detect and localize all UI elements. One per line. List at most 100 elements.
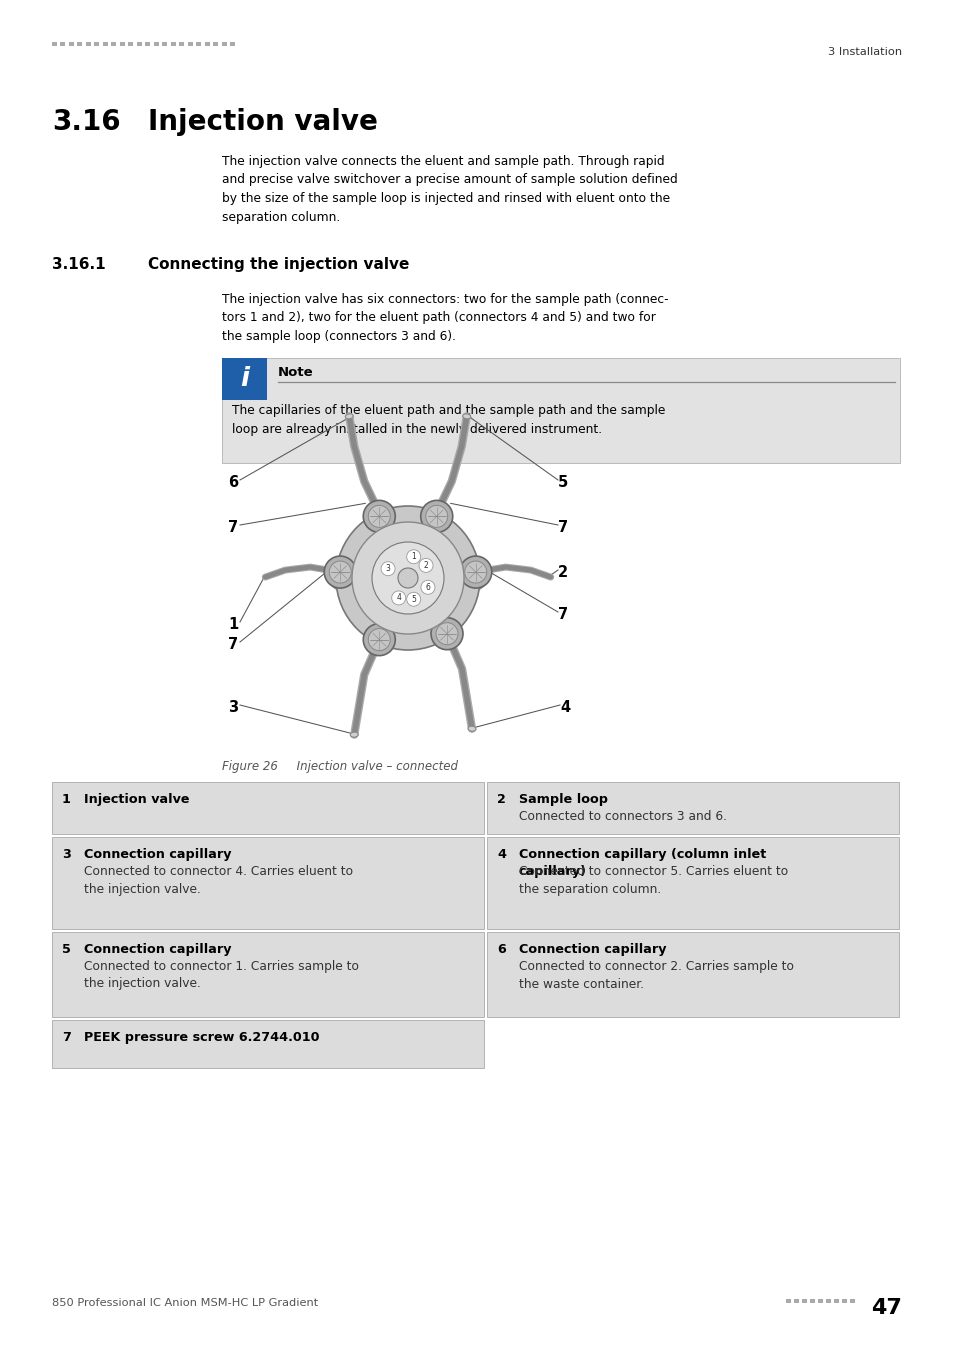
Bar: [196, 42, 201, 46]
Text: Sample loop: Sample loop: [518, 792, 607, 806]
Circle shape: [363, 501, 395, 532]
Bar: [801, 1299, 806, 1303]
Bar: [52, 42, 57, 46]
Circle shape: [397, 568, 417, 589]
Text: 3 Installation: 3 Installation: [827, 47, 901, 57]
Bar: [825, 1299, 830, 1303]
Text: 6: 6: [425, 583, 430, 591]
Circle shape: [392, 591, 405, 605]
Text: 5: 5: [411, 595, 416, 603]
Bar: [52, 782, 483, 834]
Circle shape: [363, 624, 395, 656]
Bar: [486, 782, 898, 834]
Text: Figure 26     Injection valve – connected: Figure 26 Injection valve – connected: [222, 760, 457, 774]
Text: Connection capillary: Connection capillary: [518, 944, 666, 956]
Text: 850 Professional IC Anion MSM-HC LP Gradient: 850 Professional IC Anion MSM-HC LP Grad…: [52, 1297, 318, 1308]
Bar: [188, 42, 193, 46]
Text: 3: 3: [228, 701, 238, 716]
Text: 7: 7: [228, 520, 238, 535]
Text: 7: 7: [558, 608, 568, 622]
Ellipse shape: [328, 554, 488, 603]
Circle shape: [329, 562, 351, 583]
Bar: [129, 42, 133, 46]
Bar: [162, 42, 168, 46]
Text: Connection capillary: Connection capillary: [84, 848, 232, 861]
Text: Connected to connector 5. Carries eluent to
the separation column.: Connected to connector 5. Carries eluent…: [518, 865, 787, 895]
Text: Connected to connectors 3 and 6.: Connected to connectors 3 and 6.: [518, 810, 726, 824]
Circle shape: [324, 556, 355, 589]
Bar: [52, 1021, 483, 1068]
Bar: [112, 42, 116, 46]
Bar: [179, 42, 184, 46]
Bar: [86, 42, 91, 46]
Text: 2: 2: [423, 560, 428, 570]
Text: 1: 1: [62, 792, 71, 806]
Bar: [213, 42, 218, 46]
Text: 6: 6: [228, 475, 238, 490]
Text: Connected to connector 4. Carries eluent to
the injection valve.: Connected to connector 4. Carries eluent…: [84, 865, 353, 895]
Text: Connecting the injection valve: Connecting the injection valve: [148, 256, 409, 271]
Circle shape: [380, 562, 395, 575]
Bar: [103, 42, 108, 46]
Text: 5: 5: [558, 475, 568, 490]
Bar: [77, 42, 82, 46]
Text: The injection valve has six connectors: two for the sample path (connec-
tors 1 : The injection valve has six connectors: …: [222, 293, 668, 343]
Circle shape: [406, 549, 420, 564]
Text: 2: 2: [558, 566, 568, 580]
Circle shape: [459, 556, 491, 589]
Bar: [52, 931, 483, 1017]
Bar: [120, 42, 125, 46]
Text: Connected to connector 2. Carries sample to
the waste container.: Connected to connector 2. Carries sample…: [518, 960, 793, 991]
Text: 2: 2: [497, 792, 505, 806]
Text: 1: 1: [411, 552, 416, 562]
Text: Note: Note: [277, 366, 314, 379]
Circle shape: [368, 505, 390, 528]
Bar: [171, 42, 175, 46]
Text: 7: 7: [62, 1031, 71, 1044]
Bar: [849, 1299, 854, 1303]
Text: The capillaries of the eluent path and the sample path and the sample
loop are a: The capillaries of the eluent path and t…: [232, 404, 664, 436]
Text: 47: 47: [870, 1297, 901, 1318]
Text: 3.16.1: 3.16.1: [52, 256, 106, 271]
Text: 3: 3: [385, 564, 390, 574]
Circle shape: [420, 580, 435, 594]
Bar: [137, 42, 142, 46]
Ellipse shape: [468, 726, 476, 732]
Text: Injection valve: Injection valve: [148, 108, 377, 136]
Bar: [69, 42, 74, 46]
Text: 6: 6: [497, 944, 505, 956]
Bar: [793, 1299, 799, 1303]
Text: Connection capillary: Connection capillary: [84, 944, 232, 956]
Text: 1: 1: [228, 617, 238, 632]
Bar: [231, 42, 235, 46]
Bar: [817, 1299, 822, 1303]
Text: i: i: [240, 366, 249, 392]
Bar: [222, 42, 227, 46]
Bar: [785, 1299, 790, 1303]
Text: 7: 7: [558, 520, 568, 535]
Text: Connected to connector 1. Carries sample to
the injection valve.: Connected to connector 1. Carries sample…: [84, 960, 358, 991]
Text: 7: 7: [228, 637, 238, 652]
Bar: [841, 1299, 846, 1303]
Text: 3.16: 3.16: [52, 108, 120, 136]
Text: The injection valve connects the eluent and sample path. Through rapid
and preci: The injection valve connects the eluent …: [222, 155, 677, 224]
Text: Injection valve: Injection valve: [84, 792, 190, 806]
Circle shape: [420, 501, 453, 532]
Text: 4: 4: [395, 594, 400, 602]
Circle shape: [464, 562, 486, 583]
Circle shape: [406, 593, 420, 606]
Bar: [94, 42, 99, 46]
Bar: [222, 358, 267, 400]
Bar: [222, 358, 899, 463]
Circle shape: [418, 559, 433, 572]
Bar: [52, 837, 483, 929]
Ellipse shape: [462, 414, 470, 418]
Circle shape: [368, 629, 390, 651]
Text: 5: 5: [62, 944, 71, 956]
Circle shape: [436, 622, 457, 645]
Bar: [60, 42, 66, 46]
Bar: [486, 931, 898, 1017]
Bar: [486, 837, 898, 929]
Text: 3: 3: [62, 848, 71, 861]
Ellipse shape: [345, 414, 353, 418]
